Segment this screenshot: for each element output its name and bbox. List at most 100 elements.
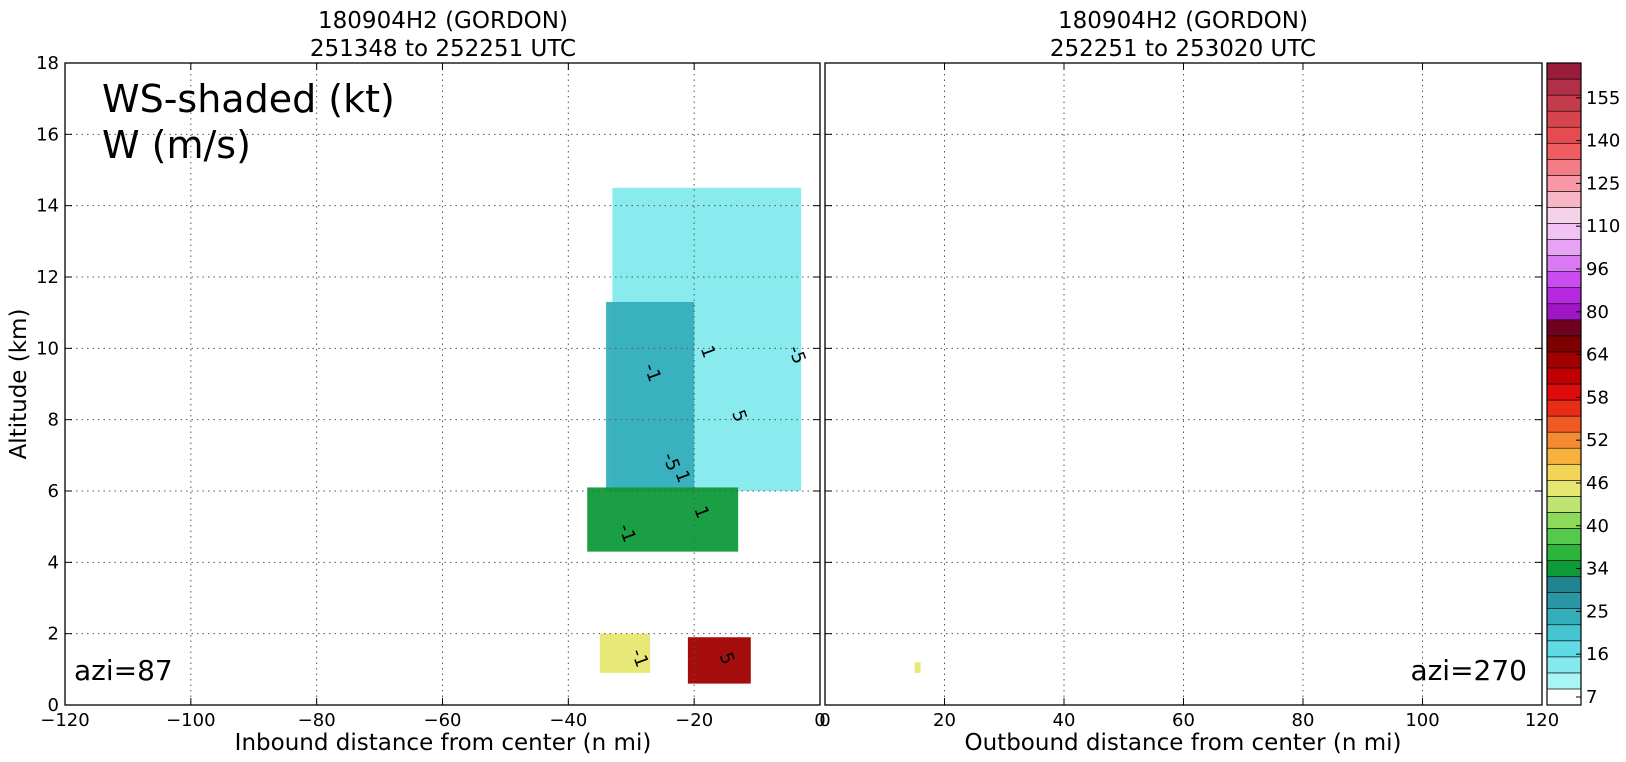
x-tick-label: −80 — [298, 710, 336, 731]
shaded-region-deep-teal — [606, 301, 695, 491]
colorbar-swatch — [1546, 319, 1582, 337]
colorbar-tick-label: 40 — [1586, 516, 1609, 537]
colorbar-tick-label: 46 — [1586, 473, 1609, 494]
colorbar-swatch — [1546, 624, 1582, 642]
x-tick-label: −100 — [166, 710, 215, 731]
shaded-region-small-yellow — [914, 662, 921, 673]
shaded-region-green-band — [587, 487, 739, 552]
x-tick-label: −60 — [424, 710, 462, 731]
colorbar-swatch — [1546, 287, 1582, 305]
colorbar-swatch — [1546, 463, 1582, 481]
colorbar-tick-label: 155 — [1586, 88, 1620, 109]
colorbar-swatch — [1546, 142, 1582, 160]
x-tick-label: 120 — [1525, 710, 1559, 731]
plot-frame — [64, 62, 821, 706]
colorbar-tick-label: 64 — [1586, 345, 1609, 366]
colorbar-tick-label: 96 — [1586, 259, 1609, 280]
colorbar-swatch — [1546, 656, 1582, 674]
colorbar-swatch — [1546, 239, 1582, 256]
right-x-axis-label: Outbound distance from center (n mi) — [965, 730, 1402, 756]
colorbar-tick-label: 52 — [1586, 430, 1609, 451]
colorbar-swatch — [1546, 528, 1582, 545]
y-tick-label: 18 — [36, 53, 59, 74]
x-tick-label: −20 — [675, 710, 713, 731]
x-tick-label: 100 — [1405, 710, 1439, 731]
colorbar-swatch — [1546, 94, 1582, 112]
left-title-line2: 251348 to 252251 UTC — [310, 36, 576, 62]
colorbar-swatch — [1546, 271, 1582, 288]
colorbar-tick-label: 125 — [1586, 173, 1620, 194]
x-tick-label: 20 — [933, 710, 956, 731]
colorbar-swatch — [1546, 640, 1582, 658]
left-azimuth-label: azi=87 — [74, 654, 173, 687]
colorbar-swatch — [1546, 78, 1582, 96]
colorbar-swatch — [1546, 255, 1582, 272]
colorbar-swatch — [1546, 191, 1582, 208]
colorbar-tick-label: 25 — [1586, 601, 1609, 622]
y-tick-label: 6 — [48, 481, 59, 502]
colorbar-swatch — [1546, 159, 1582, 176]
x-tick-label: −120 — [40, 710, 89, 731]
y-tick-label: 8 — [48, 410, 59, 431]
colorbar-swatch — [1546, 576, 1582, 593]
plot-frame — [824, 62, 1543, 706]
colorbar-swatch — [1546, 672, 1582, 690]
colorbar-tick-label: 7 — [1586, 687, 1597, 708]
colorbar-swatch — [1546, 383, 1582, 401]
shaded-region-small-cyan — [833, 273, 852, 299]
colorbar-swatch — [1546, 496, 1582, 513]
colorbar-swatch — [1546, 608, 1582, 626]
x-tick-label: 0 — [819, 710, 830, 731]
y-tick-label: 12 — [36, 267, 59, 288]
colorbar-swatch — [1546, 110, 1582, 128]
right-plot-area: 0 20 40 60 80 100 120 — [819, 62, 1559, 731]
colorbar-swatch — [1546, 335, 1582, 353]
colorbar-frame — [1546, 62, 1582, 706]
colorbar-swatch — [1546, 447, 1582, 465]
right-title-line2: 252251 to 253020 UTC — [1050, 36, 1316, 62]
colorbar-tick-label: 16 — [1586, 644, 1609, 665]
shaded-region-yellow-low — [599, 633, 651, 673]
colorbar-swatch — [1546, 223, 1582, 240]
colorbar-swatch — [1546, 207, 1582, 224]
colorbar-tick-label: 58 — [1586, 387, 1609, 408]
annotation-ws-shaded: WS-shaded (kt) — [102, 77, 395, 121]
colorbar-swatch — [1546, 479, 1582, 497]
colorbar-swatch — [1546, 367, 1582, 385]
colorbar-swatch — [1546, 126, 1582, 144]
x-tick-label: 0 — [814, 710, 825, 731]
colorbar-swatch — [1546, 592, 1582, 610]
colorbar-swatch — [1546, 399, 1582, 417]
colorbar-swatch — [1546, 415, 1582, 433]
colorbar-swatch — [1546, 62, 1582, 80]
right-title-line1: 180904H2 (GORDON) — [1058, 8, 1308, 34]
right-panel: 180904H2 (GORDON) 252251 to 253020 UTC 0… — [819, 8, 1559, 756]
y-tick-label: 4 — [48, 552, 59, 573]
colorbar-tick-label: 34 — [1586, 559, 1609, 580]
left-panel: 180904H2 (GORDON) 251348 to 252251 UTC −… — [6, 8, 826, 756]
x-tick-label: 40 — [1053, 710, 1076, 731]
x-tick-label: 60 — [1172, 710, 1195, 731]
colorbar-swatch — [1546, 175, 1582, 192]
colorbar-tick-label: 140 — [1586, 131, 1620, 152]
left-plot-area: −120 −100 −80 −60 −40 −20 0024681012141618-115… — [36, 53, 826, 731]
colorbar-swatch — [1546, 560, 1582, 577]
x-tick-label: −40 — [549, 710, 587, 731]
colorbar-tick-label: 80 — [1586, 302, 1609, 323]
right-azimuth-label: azi=270 — [1410, 654, 1527, 687]
y-axis-label: Altitude (km) — [6, 309, 32, 460]
colorbar: 7 16 25 34 40 46 52 58 64 80 96 110 125 140 155 — [1546, 62, 1620, 708]
y-tick-label: 16 — [36, 124, 59, 145]
y-tick-label: 10 — [36, 338, 59, 359]
colorbar-swatch — [1546, 544, 1582, 561]
colorbar-swatch — [1546, 351, 1582, 369]
colorbar-swatch — [1546, 688, 1582, 706]
y-tick-label: 2 — [48, 624, 59, 645]
colorbar-swatch — [1546, 431, 1582, 449]
left-title-line1: 180904H2 (GORDON) — [318, 8, 568, 34]
left-x-axis-label: Inbound distance from center (n mi) — [235, 730, 652, 756]
x-tick-label: 80 — [1292, 710, 1315, 731]
colorbar-swatch — [1546, 512, 1582, 529]
colorbar-swatch — [1546, 303, 1582, 321]
